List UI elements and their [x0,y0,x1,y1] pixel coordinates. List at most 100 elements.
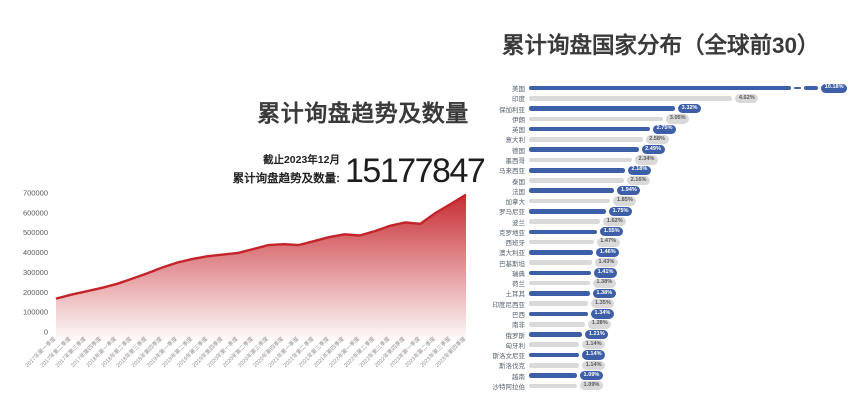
country-label: 匈牙利 [505,342,526,350]
country-value-badge: 4.62% [735,93,759,103]
country-value-badge: 1.47% [596,237,620,247]
country-bar [529,342,580,348]
country-label: 波兰 [512,219,525,227]
country-value-badge: 10.18% [821,83,848,93]
country-label: 瑞典 [512,270,525,278]
country-value-badge: 1.38% [592,288,616,299]
country-value-badge: 1.14% [582,360,606,370]
country-label: 土耳其 [505,291,526,299]
country-bar [529,167,625,173]
y-tick-label: 600000 [23,208,48,217]
country-row: 西班牙 1.47% [487,237,852,247]
country-bar [529,147,639,153]
y-tick-label: 0 [44,328,48,337]
country-label: 意大利 [505,137,526,145]
trend-chart-title: 累计询盘趋势及数量 [257,100,469,126]
country-label: 斯洛文尼亚 [492,353,526,361]
country-value-badge: 1.85% [613,196,637,206]
country-value-badge: 1.14% [582,340,606,350]
country-label: 保加利亚 [499,106,525,114]
country-label: 印度 [512,96,525,104]
country-bar [529,188,615,194]
country-row: 斯洛伐克 1.14% [487,360,852,370]
y-tick-label: 700000 [23,189,48,198]
country-bar-segment [804,85,818,91]
country-row: 荷兰 1.38% [487,278,852,288]
y-tick-label: 300000 [23,268,48,277]
country-bar [529,260,592,265]
trend-line [55,193,467,300]
country-label: 印度尼西亚 [492,301,526,309]
country-row: 泰国 2.16% [487,175,852,186]
country-row: 克罗地亚 1.55% [487,227,852,237]
country-value-badge: 1.75% [609,206,633,216]
country-label: 伊朗 [512,116,525,124]
country-chart-title: 累计询盘国家分布（全球前30） [502,33,820,58]
country-label: 澳大利亚 [499,250,525,258]
country-bar [529,311,588,317]
total-label: 累计询盘趋势及数量: [232,173,340,185]
country-label: 巴基斯坦 [499,260,525,268]
country-label: 德国 [512,147,525,155]
country-row: 法国 1.94% [487,186,852,196]
country-value-badge: 1.38% [592,278,616,288]
country-label: 泰国 [512,178,525,186]
country-label: 越南 [512,373,525,381]
country-label: 罗马尼亚 [499,209,525,217]
country-bar [529,352,580,358]
country-row: 加拿大 1.85% [487,196,852,206]
country-bar [529,239,594,245]
country-row: 巴西 1.34% [487,309,852,319]
country-bar [529,332,583,337]
country-label: 西班牙 [505,240,526,248]
country-value-badge: 3.32% [678,104,702,114]
area-fill [56,194,466,341]
country-row: 墨西哥 2.34% [487,155,852,165]
country-bar [529,178,625,183]
country-label: 马来西亚 [499,168,525,176]
country-value-badge: 1.09% [579,370,604,381]
country-value-badge: 1.35% [591,299,615,309]
y-axis-ticks: 0 100000 200000 300000 400000 500000 600000 700… [23,189,48,337]
y-tick-label: 400000 [23,248,48,257]
country-bar [529,363,580,368]
country-value-badge: 1.34% [590,309,615,319]
country-bar [529,116,664,122]
country-bar [529,250,594,255]
country-bar [529,96,733,101]
country-bar [529,85,791,91]
country-value-badge: 1.41% [594,268,618,278]
country-value-badge: 1.62% [603,216,627,227]
country-row: 德国 2.49% [487,145,852,155]
country-label: 英国 [512,127,525,135]
country-value-badge: 2.34% [634,155,659,165]
country-label: 南非 [512,322,525,330]
country-bar [529,280,590,286]
country-label: 墨西哥 [505,157,526,165]
country-bar [529,301,589,306]
country-value-badge: 1.46% [596,247,620,257]
trend-total-block: 截止2023年12月 累计询盘趋势及数量: 15177847 [226,152,486,191]
country-value-badge: 2.49% [641,145,665,155]
country-value-badge: 1.43% [594,258,618,268]
country-value-badge: 2.18% [627,165,651,175]
country-row: 南非 1.28% [487,319,852,329]
country-value-badge: 2.16% [627,175,651,186]
country-bar [529,291,590,296]
y-tick-label: 500000 [23,228,48,237]
country-row: 罗马尼亚 1.75% [487,206,852,216]
trend-area-chart: 0 100000 200000 300000 400000 500000 600000 700… [23,189,468,369]
country-row: 匈牙利 1.14% [487,340,852,350]
country-row: 澳大利亚 1.46% [487,247,852,257]
country-label: 荷兰 [512,281,525,289]
country-bar [529,383,577,389]
as-of-date: 截止2023年12月 [262,154,340,166]
country-bar [529,126,650,132]
country-bar [529,137,643,142]
country-value-badge: 2.58% [645,134,669,145]
country-value-badge: 1.09% [579,381,604,391]
total-value: 15177847 [345,152,486,191]
country-value-badge: 3.05% [666,114,690,124]
country-label: 克罗地亚 [499,229,525,237]
